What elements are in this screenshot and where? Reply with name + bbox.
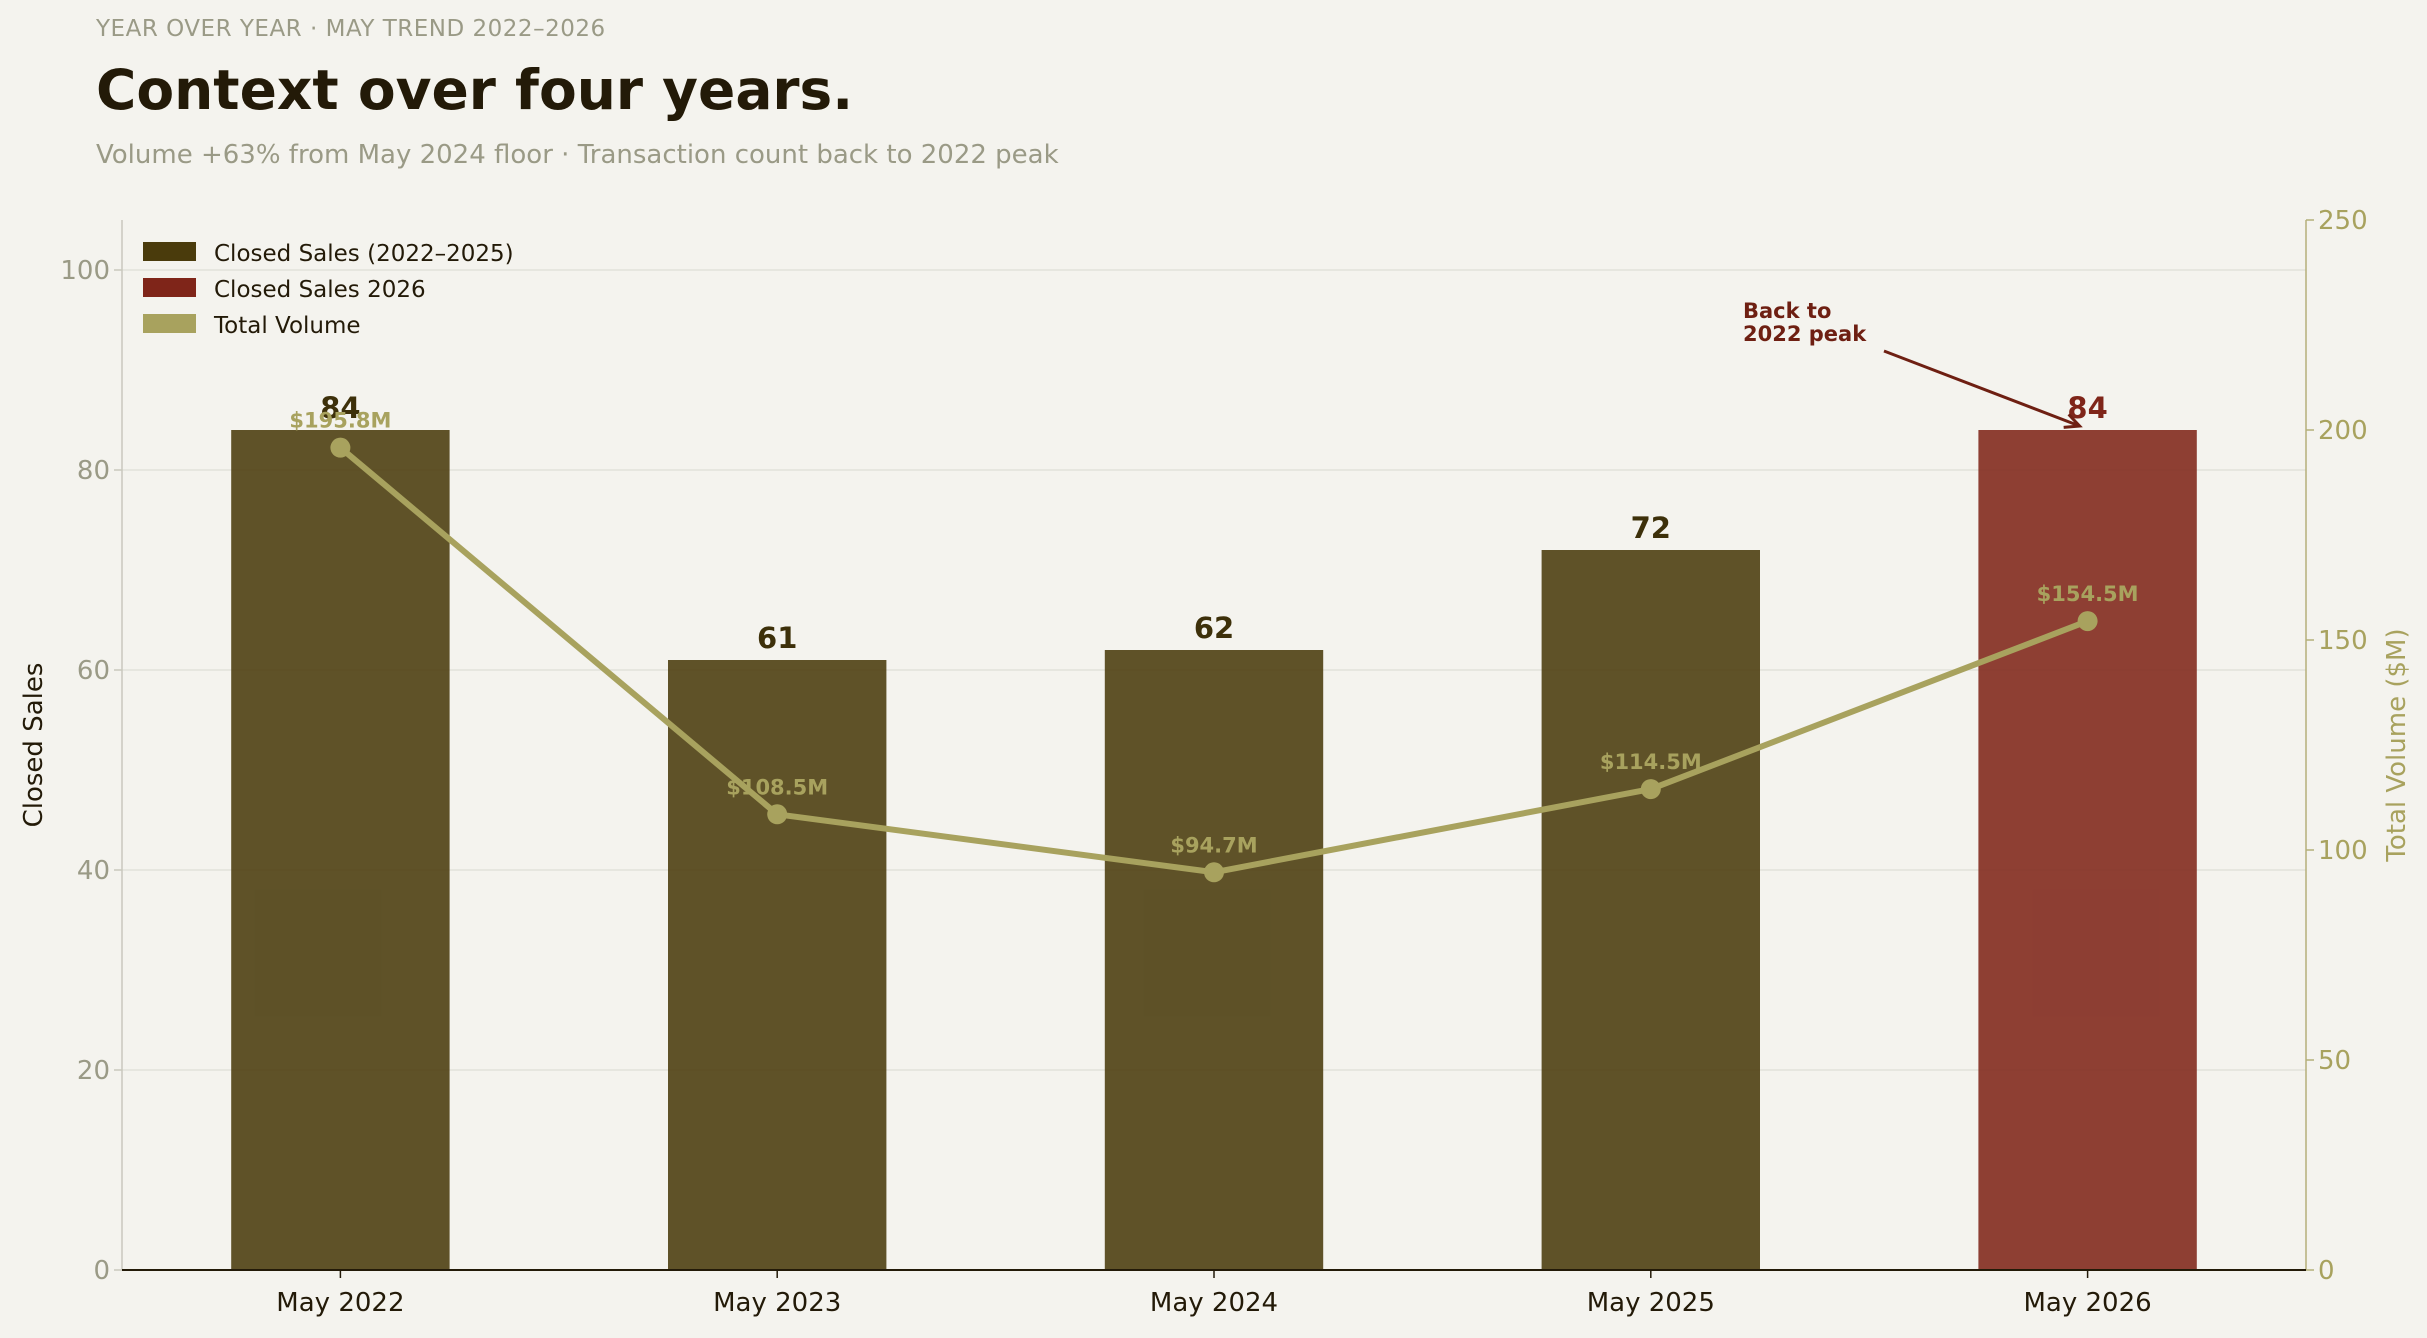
- gridlines: [122, 269, 2306, 1071]
- volume-value-label: $195.8M: [289, 409, 391, 433]
- x-tick-label: May 2024: [1150, 1288, 1278, 1318]
- y-right-axis-title: Total Volume ($M): [2382, 628, 2412, 862]
- annotation-text: Back to: [1743, 299, 1831, 323]
- legend-label: Closed Sales 2026: [214, 277, 426, 303]
- bar: [668, 660, 887, 1270]
- volume-value-label: $108.5M: [726, 775, 828, 799]
- annotation-text: 2022 peak: [1743, 322, 1867, 346]
- volume-point: [1640, 779, 1661, 800]
- volume-point: [330, 437, 351, 458]
- y-right-tick-label: 150: [2318, 626, 2368, 656]
- legend-swatch: [143, 278, 196, 297]
- x-tick-label: May 2025: [1587, 1288, 1715, 1318]
- x-tick-label: May 2026: [2024, 1288, 2152, 1318]
- chart-title: Context over four years.: [96, 58, 854, 122]
- annotation-arrow-head: [2063, 413, 2083, 429]
- axes: 0 20 40 60 80 100 0 50 100 150 200 250 May 2022 May 2…: [19, 206, 2412, 1318]
- x-tick-label: May 2022: [276, 1288, 404, 1318]
- bar: [231, 430, 450, 1270]
- volume-value-label: $94.7M: [1170, 833, 1257, 857]
- y-tick-label: 40: [77, 856, 110, 886]
- y-tick-label: 0: [93, 1256, 110, 1286]
- y-tick-label: 80: [77, 456, 110, 486]
- y-right-tick-label: 50: [2318, 1046, 2351, 1076]
- y-tick-label: 60: [77, 656, 110, 686]
- x-tick-label: May 2023: [713, 1288, 841, 1318]
- volume-point: [767, 804, 788, 825]
- bar: [1541, 550, 1760, 1270]
- legend-swatch: [143, 314, 196, 333]
- y-right-tick-label: 100: [2318, 836, 2368, 866]
- y-tick-label: 20: [77, 1056, 110, 1086]
- bar-value-label: 61: [757, 621, 797, 655]
- bar: [1104, 650, 1324, 1270]
- bar-value-label: 84: [320, 391, 360, 425]
- y-right-tick-label: 0: [2318, 1256, 2335, 1286]
- y-axis-title: Closed Sales: [19, 663, 49, 828]
- bar-value-label: 72: [1631, 511, 1671, 545]
- volume-point: [1204, 862, 1224, 883]
- annotation-arrow-line: [1883, 349, 2081, 428]
- volume-value-label: $114.5M: [1600, 750, 1702, 774]
- chart-subtitle: Volume +63% from May 2024 floor · Transa…: [96, 140, 1059, 170]
- legend-swatch: [143, 242, 196, 261]
- bar-value-label: 62: [1194, 611, 1234, 645]
- volume-point: [2077, 611, 2098, 632]
- bars: [231, 430, 2197, 1270]
- volume-line: [330, 437, 2098, 883]
- y-tick-label: 100: [60, 256, 110, 286]
- eyebrow-label: YEAR OVER YEAR · MAY TREND 2022–2026: [96, 16, 606, 42]
- y-right-tick-label: 250: [2318, 206, 2368, 236]
- y-right-tick-label: 200: [2318, 416, 2368, 446]
- legend: Closed Sales (2022–2025) Closed Sales 202…: [143, 241, 514, 339]
- volume-value-label: $154.5M: [2037, 582, 2139, 606]
- legend-label: Closed Sales (2022–2025): [214, 241, 514, 267]
- legend-label: Total Volume: [213, 313, 361, 339]
- bar: [1978, 430, 2197, 1270]
